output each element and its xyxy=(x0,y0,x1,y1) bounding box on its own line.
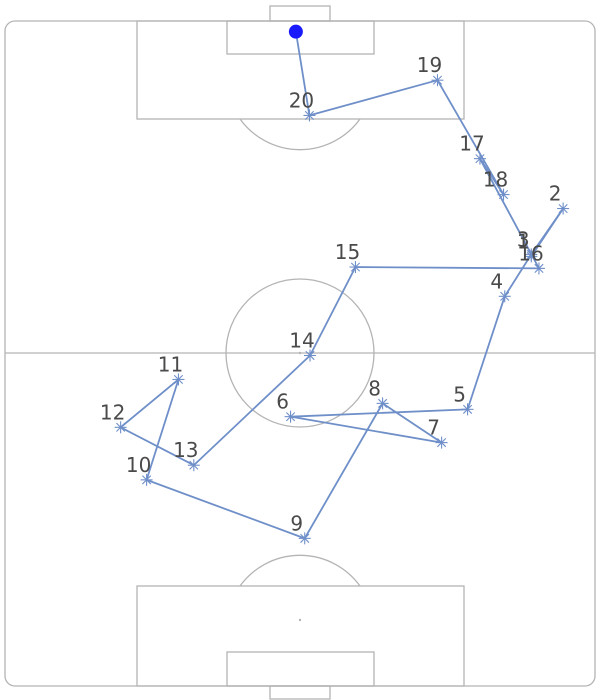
event-marker-7 xyxy=(435,436,448,449)
pass-line xyxy=(294,30,311,117)
event-label-11: 11 xyxy=(158,352,183,376)
bottom-penalty-arc xyxy=(239,554,361,587)
event-label-5: 5 xyxy=(453,382,466,406)
event-marker-12 xyxy=(114,421,127,434)
center-circle xyxy=(225,278,375,428)
event-marker-18 xyxy=(497,188,510,201)
event-marker-16 xyxy=(532,262,545,275)
event-label-12: 12 xyxy=(100,400,125,424)
event-label-4: 4 xyxy=(490,269,503,293)
pass-line xyxy=(381,402,443,444)
event-label-7: 7 xyxy=(427,416,440,440)
center-spot xyxy=(298,351,302,355)
event-label-15: 15 xyxy=(335,240,360,264)
pass-line xyxy=(479,157,540,270)
event-label-1: 1 xyxy=(517,229,530,253)
pass-line xyxy=(289,415,443,444)
bottom-goal xyxy=(269,685,331,700)
event-marker-9 xyxy=(298,532,311,545)
event-label-10: 10 xyxy=(126,453,151,477)
event-marker-17 xyxy=(473,152,486,165)
event-label-9: 9 xyxy=(290,511,303,535)
event-marker-4 xyxy=(498,290,511,303)
pass-line xyxy=(309,266,357,357)
event-marker-2 xyxy=(557,202,570,215)
event-label-16: 16 xyxy=(518,241,543,265)
pass-line xyxy=(530,207,565,258)
event-marker-3 xyxy=(525,248,538,261)
pass-line xyxy=(308,79,439,117)
top-penalty-arc xyxy=(239,118,361,151)
bottom-six-yard-box xyxy=(226,651,375,687)
pass-line xyxy=(145,478,306,540)
pass-line xyxy=(303,402,384,540)
pitch-markings xyxy=(4,5,596,700)
event-label-18: 18 xyxy=(483,168,508,192)
event-marker-15 xyxy=(349,261,362,274)
pass-line xyxy=(289,408,469,418)
event-label-2: 2 xyxy=(549,182,562,206)
event-label-3: 3 xyxy=(517,227,530,251)
event-marker-6 xyxy=(284,410,297,423)
pass-line xyxy=(119,378,180,429)
event-label-6: 6 xyxy=(276,390,289,414)
top-six-yard-box xyxy=(226,20,375,55)
event-label-14: 14 xyxy=(289,328,314,352)
event-marker-14 xyxy=(304,349,317,362)
pass-line xyxy=(466,295,506,411)
event-marker-19 xyxy=(431,74,444,87)
pass-line xyxy=(354,266,540,270)
event-label-19: 19 xyxy=(417,53,442,77)
bottom-penalty-spot xyxy=(298,618,302,622)
bottom-penalty-box xyxy=(136,585,465,687)
event-label-8: 8 xyxy=(368,376,381,400)
event-marker-8 xyxy=(376,397,389,410)
event-marker-10 xyxy=(140,473,153,486)
top-goal xyxy=(269,5,331,22)
event-label-17: 17 xyxy=(459,132,484,156)
event-marker-20 xyxy=(303,109,316,122)
event-marker-13 xyxy=(187,459,200,472)
pass-line xyxy=(192,354,311,467)
start-marker xyxy=(288,24,303,39)
event-label-13: 13 xyxy=(173,438,198,462)
event-marker-5 xyxy=(461,403,474,416)
event-marker-11 xyxy=(172,373,185,386)
top-penalty-box xyxy=(136,20,465,120)
pass-line xyxy=(436,79,505,196)
pass-line xyxy=(145,378,180,481)
event-label-20: 20 xyxy=(289,88,314,112)
pass-line xyxy=(503,253,533,298)
